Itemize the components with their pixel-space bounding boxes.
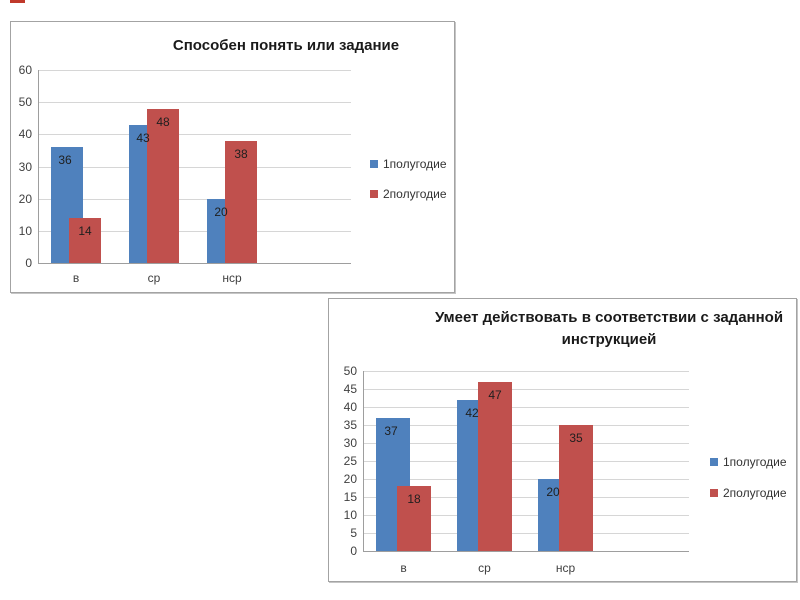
gridline <box>363 497 689 498</box>
chart-panel-1: Способен понять или задание 0 10 20 30 40 50 6… <box>10 21 455 293</box>
x-category-label: нср <box>555 561 576 575</box>
bar-value-label: 36 <box>58 153 72 168</box>
bar-value-label: 43 <box>136 130 150 145</box>
legend-item: 2полугодие <box>710 485 787 501</box>
y-tick-label: 60 <box>18 63 32 77</box>
y-tick-label: 35 <box>343 418 357 432</box>
gridline <box>38 166 351 168</box>
gridline <box>363 461 689 462</box>
bar-2полугодие-нср <box>559 425 593 551</box>
x-category-label: ср <box>147 271 161 285</box>
x-category-label: нср <box>222 271 242 285</box>
y-tick-label: 40 <box>343 400 357 414</box>
chart-title-1: Способен понять или задание <box>172 37 400 54</box>
y-tick-label: 10 <box>343 508 357 522</box>
chart-title-2: Умеет действовать в соответствии с задан… <box>434 309 784 348</box>
y-tick-label: 30 <box>18 159 32 174</box>
plot-area-2: 0 5 10 15 20 25 30 35 40 45 50 37 42 20 18 47 35 в ср нср <box>329 299 796 581</box>
gridline <box>38 230 351 232</box>
bar-2полугодие-ср <box>147 108 179 263</box>
y-tick-label: 0 <box>350 544 357 558</box>
y-tick-label: 15 <box>343 490 357 504</box>
gridline <box>363 515 689 516</box>
bar-2полугодие-нср <box>225 140 257 263</box>
legend-label: 1полугодие <box>383 157 447 171</box>
gridline <box>363 407 689 408</box>
y-tick-label: 50 <box>343 364 357 378</box>
y-tick-label: 5 <box>350 526 357 540</box>
series-2-swatch-icon <box>370 190 378 198</box>
y-tick-label: 30 <box>343 436 357 450</box>
gridline <box>363 425 689 426</box>
bar-value-label: 18 <box>407 492 421 507</box>
gridline <box>363 371 689 372</box>
x-axis-line <box>363 551 689 552</box>
series-2-swatch-icon <box>710 489 718 497</box>
bar-2полугодие-ср <box>478 381 512 551</box>
gridline <box>363 479 689 480</box>
x-category-label: в <box>400 561 407 575</box>
legend-label: 1полугодие <box>723 455 787 469</box>
y-tick-label: 20 <box>18 191 32 206</box>
legend-label: 2полугодие <box>383 187 447 201</box>
series-1-swatch-icon <box>370 160 378 168</box>
legend-1: 1полугодие 2полугодие <box>370 156 447 216</box>
bar-value-label: 47 <box>488 387 502 402</box>
legend-2: 1полугодие 2полугодие <box>710 454 787 515</box>
top-left-red-mark <box>10 0 25 3</box>
x-category-label: в <box>72 271 80 285</box>
chart-panel-2: Умеет действовать в соответствии с задан… <box>328 298 797 582</box>
bar-value-label: 38 <box>234 146 248 161</box>
legend-item: 1полугодие <box>370 156 447 172</box>
x-category-label: ср <box>478 561 491 575</box>
y-tick-label: 0 <box>25 256 32 270</box>
gridline <box>363 443 689 444</box>
gridline <box>363 533 689 534</box>
bar-value-label: 20 <box>214 204 228 219</box>
legend-label: 2полугодие <box>723 486 787 500</box>
y-tick-label: 45 <box>343 382 357 396</box>
bar-2полугодие-в <box>69 218 101 263</box>
y-axis-line <box>38 70 39 264</box>
gridline <box>38 102 351 104</box>
bar-2полугодие-в <box>397 486 431 551</box>
bar-value-label: 42 <box>465 405 479 420</box>
y-tick-label: 25 <box>343 454 357 468</box>
y-tick-label: 10 <box>18 223 32 238</box>
bar-value-label: 35 <box>569 431 583 445</box>
legend-item: 2полугодие <box>370 186 447 202</box>
bar-value-label: 20 <box>546 485 560 499</box>
bar-value-label: 14 <box>78 224 92 238</box>
bar-value-label: 37 <box>384 423 398 438</box>
gridline <box>38 134 351 136</box>
series-1-swatch-icon <box>710 458 718 466</box>
x-axis-line <box>38 263 351 264</box>
y-axis-line <box>363 371 364 552</box>
gridline <box>363 389 689 390</box>
bar-value-label: 48 <box>156 114 170 129</box>
plot-area-1: 0 10 20 30 40 50 60 36 43 20 14 48 38 в ср нср <box>11 22 454 292</box>
gridline <box>38 70 351 71</box>
y-tick-label: 50 <box>18 95 32 110</box>
y-tick-label: 20 <box>343 472 357 486</box>
y-tick-label: 40 <box>18 127 32 142</box>
legend-item: 1полугодие <box>710 454 787 470</box>
gridline <box>38 198 351 200</box>
